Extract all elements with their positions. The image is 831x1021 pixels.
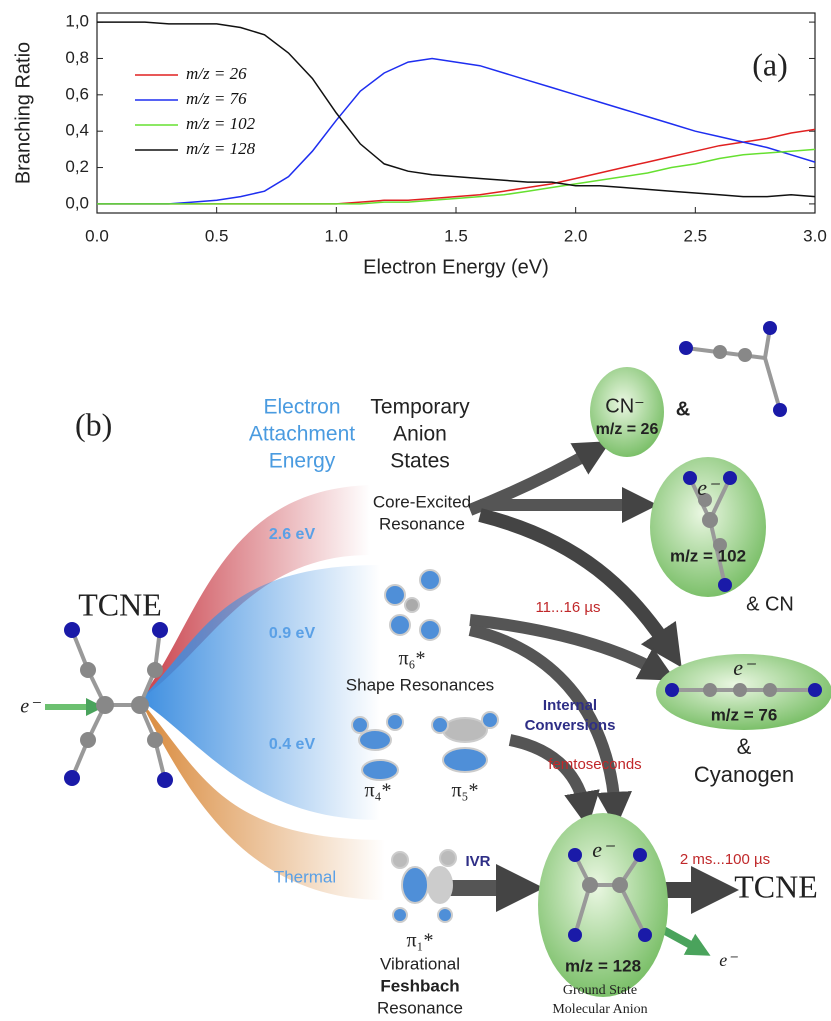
resonance-name: Resonance bbox=[379, 514, 465, 533]
legend-label: m/z = 128 bbox=[186, 139, 256, 158]
product-partner: & bbox=[737, 734, 752, 759]
orbital: π₆* bbox=[398, 648, 425, 670]
product-mz: m/z = 128 bbox=[565, 956, 641, 975]
energy: 2.6 eV bbox=[269, 526, 316, 543]
neutral: TCNE bbox=[734, 868, 818, 904]
y-tick-label: 1,0 bbox=[65, 12, 89, 31]
states-header: Anion bbox=[393, 423, 447, 446]
energy: 0.4 eV bbox=[269, 736, 316, 753]
product-partner: Cyanogen bbox=[694, 762, 794, 787]
resonance-name: Core-Excited bbox=[373, 492, 471, 511]
y-tick-label: 0,8 bbox=[65, 48, 89, 67]
timescale: 11...16 µs bbox=[535, 599, 600, 616]
process: Conversions bbox=[525, 717, 616, 734]
x-tick-label: 1.5 bbox=[444, 226, 468, 245]
product-caption: Molecular Anion bbox=[552, 1002, 647, 1017]
product-mz: m/z = 26 bbox=[596, 421, 659, 438]
legend-label: m/z = 26 bbox=[186, 64, 247, 83]
process: IVR bbox=[465, 853, 490, 870]
product-mz: m/z = 102 bbox=[670, 546, 746, 565]
timescale: femtoseconds bbox=[548, 756, 641, 773]
x-tick-label: 1.0 bbox=[325, 226, 349, 245]
electron: e⁻ bbox=[697, 475, 721, 500]
legend-label: m/z = 76 bbox=[186, 89, 247, 108]
electron: e⁻ bbox=[733, 655, 757, 680]
orbital: π₅* bbox=[451, 780, 478, 802]
resonance-name: Shape Resonances bbox=[346, 675, 494, 694]
states-header: Temporary bbox=[370, 396, 470, 419]
y-axis-label: Branching Ratio bbox=[12, 42, 34, 184]
x-axis-label: Electron Energy (eV) bbox=[363, 256, 549, 278]
chart-a: Electron Energy (eV) Branching Ratio (a)… bbox=[12, 12, 827, 279]
series-line bbox=[97, 22, 815, 197]
x-tick-label: 3.0 bbox=[803, 226, 827, 245]
product-caption: Ground State bbox=[563, 983, 637, 998]
diagram: (b) Electron Attachment Energy Temporary… bbox=[20, 321, 831, 1017]
electron-in: e⁻ bbox=[20, 696, 41, 718]
product-ion: CN⁻ bbox=[605, 395, 644, 417]
legend-label: m/z = 102 bbox=[186, 114, 256, 133]
y-tick-label: 0,6 bbox=[65, 84, 89, 103]
process: Internal bbox=[543, 697, 597, 714]
y-tick-label: 0,4 bbox=[65, 121, 89, 140]
band-shape bbox=[140, 565, 380, 820]
states-header: States bbox=[390, 450, 450, 473]
panel-label: (a) bbox=[752, 46, 788, 82]
timescale: 2 ms...100 µs bbox=[680, 851, 770, 868]
reactant: TCNE bbox=[78, 586, 162, 622]
product-partner: & CN bbox=[746, 593, 794, 615]
resonance-name: Vibrational bbox=[380, 954, 460, 973]
energy-header: Electron bbox=[263, 396, 340, 419]
y-tick-label: 0,2 bbox=[65, 157, 89, 176]
energy: Thermal bbox=[274, 867, 336, 886]
x-tick-label: 0.5 bbox=[205, 226, 229, 245]
x-tick-label: 2.0 bbox=[564, 226, 588, 245]
x-tick-label: 2.5 bbox=[684, 226, 708, 245]
energy: 0.9 eV bbox=[269, 625, 316, 642]
panel-label: (b) bbox=[75, 406, 112, 442]
product-mz: m/z = 76 bbox=[711, 705, 778, 724]
resonance-name: Feshbach bbox=[380, 976, 459, 995]
orbital: π₄* bbox=[364, 780, 391, 802]
y-tick-label: 0,0 bbox=[65, 193, 89, 212]
orbital: π₁* bbox=[406, 930, 433, 952]
energy-header: Energy bbox=[269, 450, 336, 473]
x-tick-label: 0.0 bbox=[85, 226, 109, 245]
resonance-name: Resonance bbox=[377, 998, 463, 1017]
energy-header: Attachment bbox=[249, 423, 355, 446]
figure: Electron Energy (eV) Branching Ratio (a)… bbox=[0, 0, 831, 1021]
electron: e⁻ bbox=[592, 837, 616, 862]
electron-out: e⁻ bbox=[719, 950, 738, 970]
product-partner: & bbox=[676, 398, 690, 420]
